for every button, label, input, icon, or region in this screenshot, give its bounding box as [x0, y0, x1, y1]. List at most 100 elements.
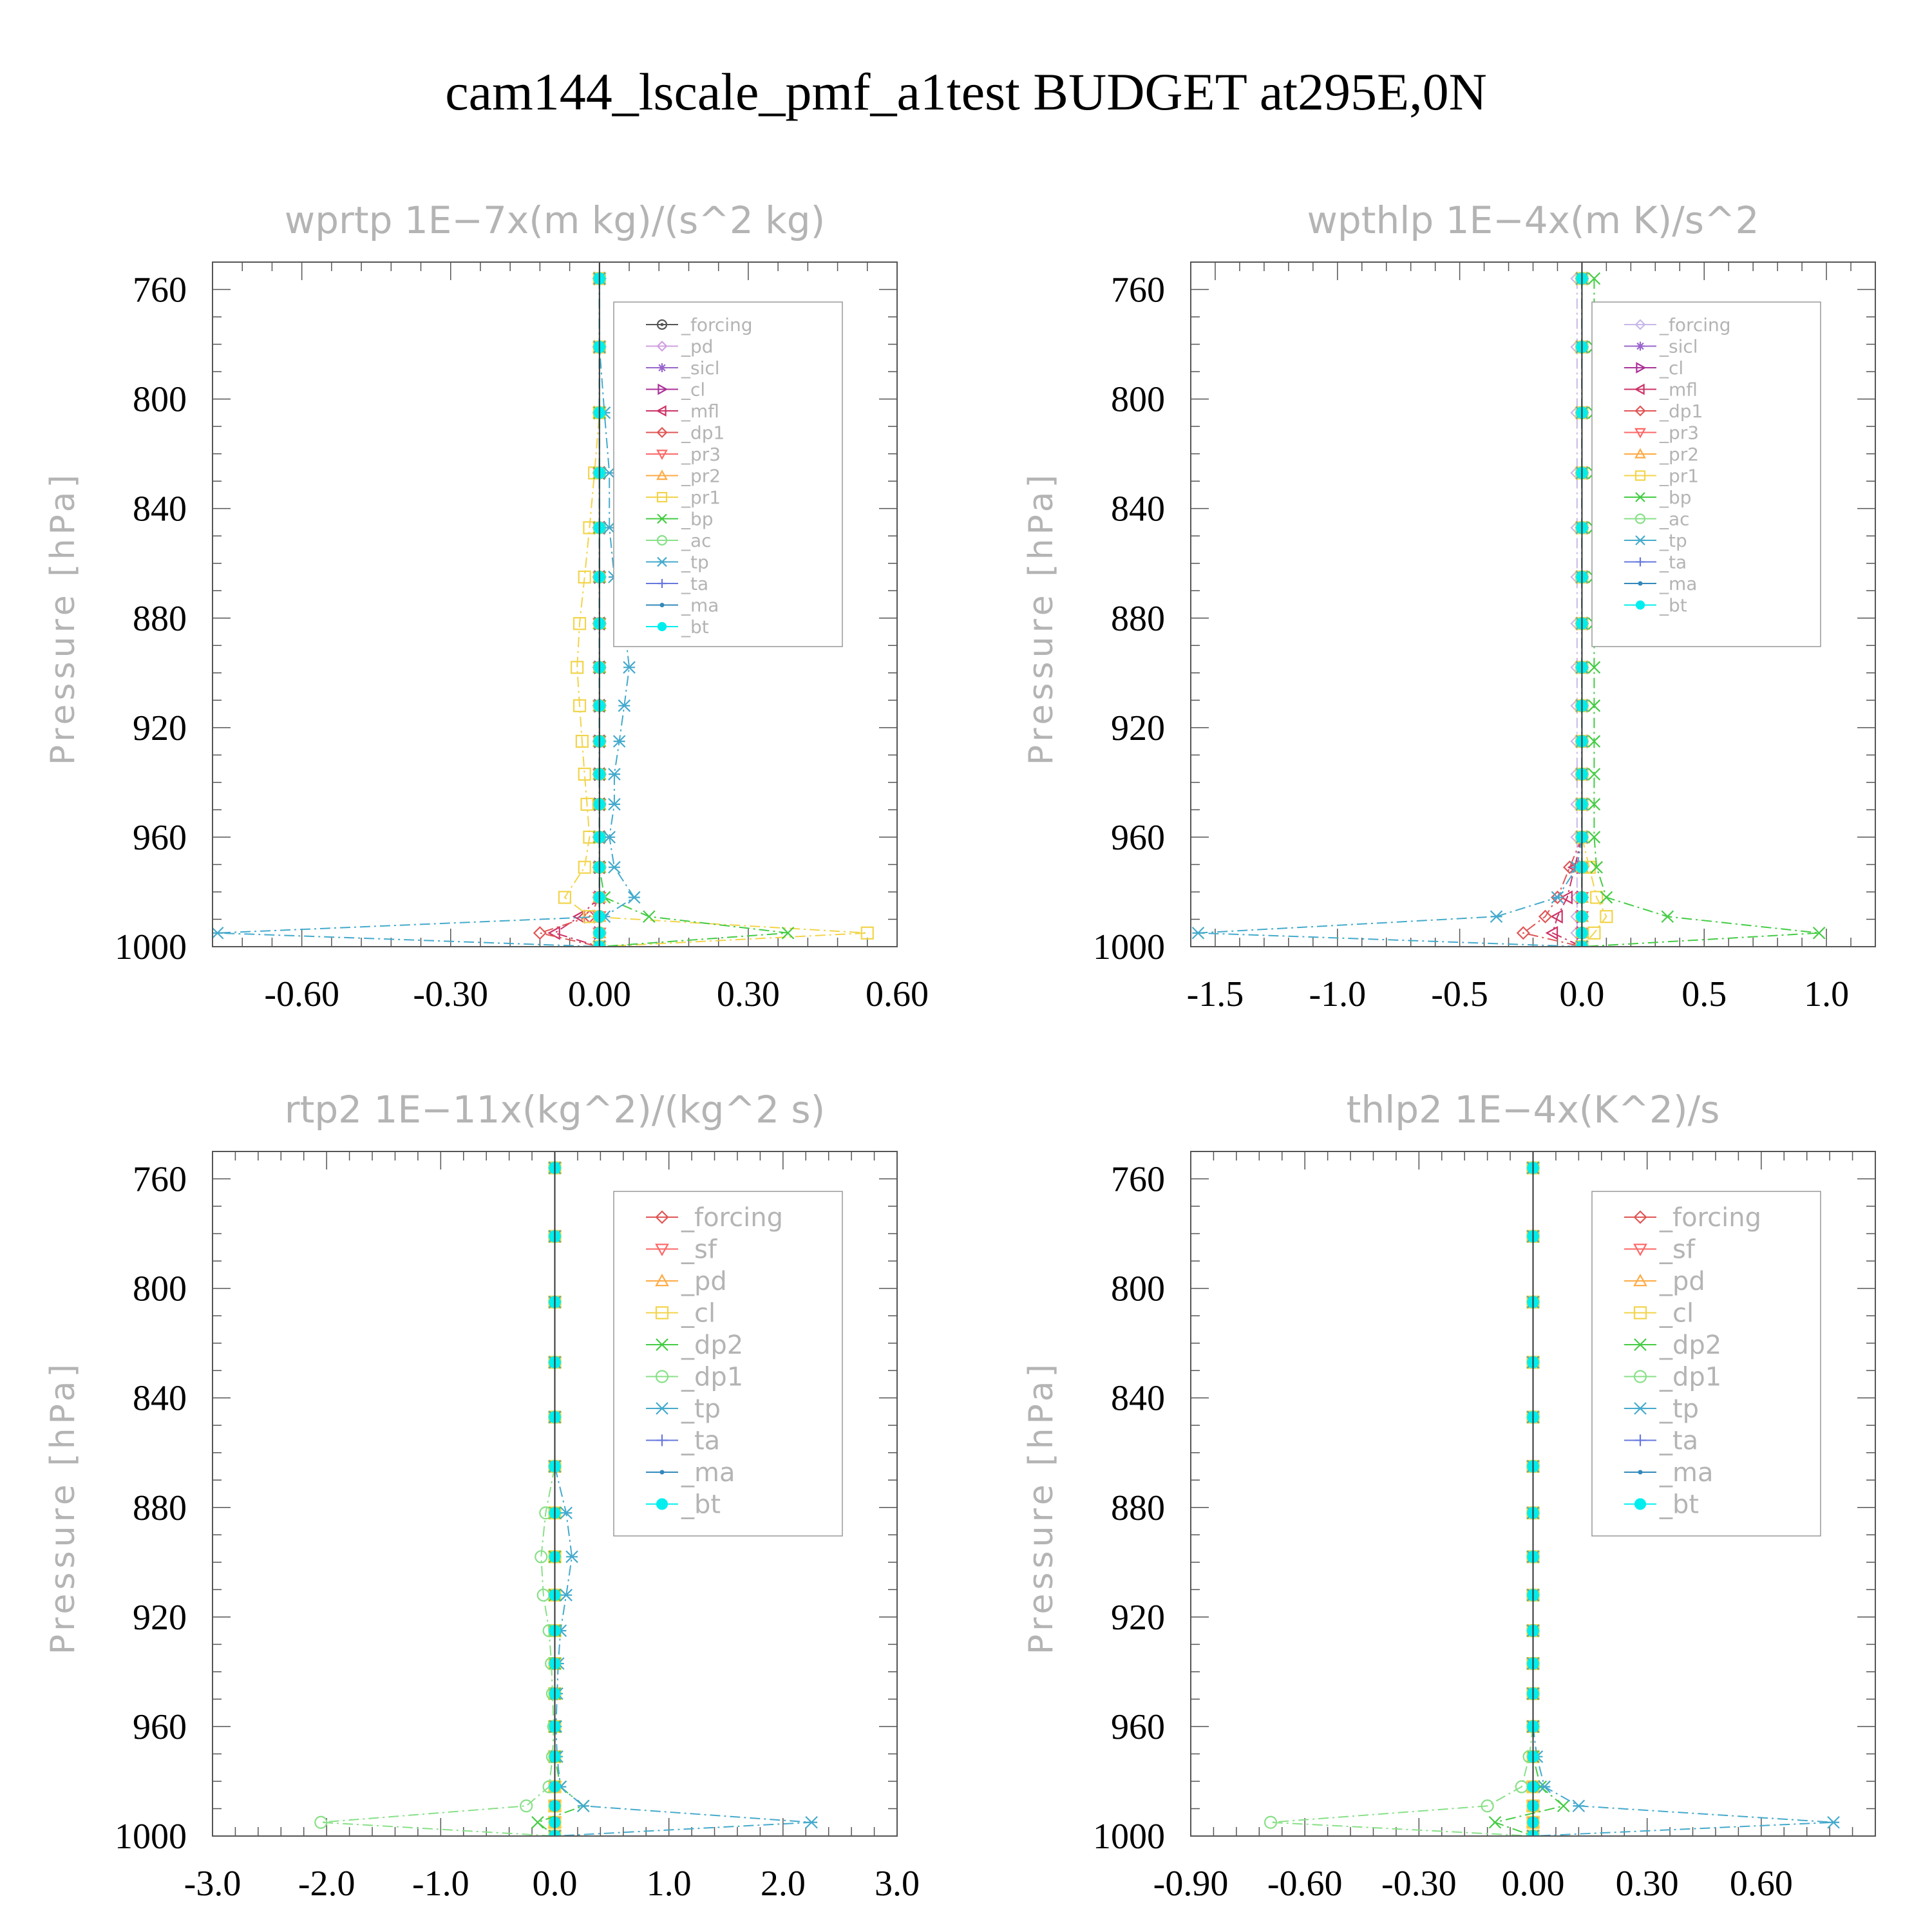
legend-marker	[659, 1470, 665, 1475]
panel-wpthlp: wpthlp 1E−4x(m K)/s^2 Pressure [hPa] 760 80…	[1022, 198, 1876, 1014]
data-point	[314, 1815, 328, 1829]
figure-title: cam144_lscale_pmf_a1test BUDGET at295E,0…	[445, 62, 1487, 121]
legend-label: _dp1	[1659, 1363, 1721, 1392]
x-tick-label: -2.0	[298, 1864, 355, 1904]
legend-box	[613, 301, 843, 647]
legend-item: _tp	[646, 551, 709, 573]
legend-item: _ma	[646, 1458, 735, 1488]
data-point	[1538, 1780, 1551, 1794]
legend-marker	[655, 1370, 669, 1383]
x-tick-label: 0.60	[866, 974, 929, 1014]
data-point	[623, 661, 636, 674]
legend-label: _bt	[1659, 594, 1687, 616]
legend-label: _ac	[1659, 508, 1690, 529]
legend-item: _mfl	[1624, 379, 1698, 400]
legend-label: _bt	[681, 1490, 721, 1520]
x-tick-label: -0.60	[1267, 1864, 1343, 1904]
legend-marker	[1635, 600, 1645, 610]
legend: _forcing_pd_sicl_cl_mfl_dp1_pr3_pr2_pr1_…	[613, 301, 843, 647]
legend-marker	[1633, 1370, 1647, 1383]
legend-label: _tp	[681, 551, 709, 573]
legend-label: _ma	[1659, 1458, 1713, 1488]
x-tick-label: -0.5	[1431, 974, 1488, 1014]
data-point	[1587, 272, 1601, 285]
legend-label: _cl	[1659, 357, 1683, 379]
legend-marker	[1634, 428, 1646, 439]
data-point	[1550, 909, 1563, 924]
x-tick-label: 0.0	[533, 1864, 578, 1904]
legend-label: _pr1	[681, 487, 721, 508]
legend-item: _ma	[646, 594, 719, 616]
data-point	[1264, 1815, 1278, 1829]
legend-marker	[656, 1498, 668, 1510]
legend-marker	[1634, 1498, 1647, 1510]
y-tick-label: 800	[1111, 1269, 1165, 1309]
data-point	[573, 699, 587, 712]
legend-label: _ma	[681, 1458, 735, 1488]
legend-item: _bp	[1624, 487, 1692, 508]
y-tick-label: 960	[1111, 818, 1165, 858]
legend-marker	[656, 319, 668, 330]
data-point	[1488, 1815, 1502, 1829]
legend-marker	[1634, 448, 1646, 459]
legend-item: _pr3	[646, 444, 721, 465]
legend-item: _dp2	[646, 1331, 743, 1360]
data-point	[1600, 891, 1613, 904]
data-point	[1587, 831, 1601, 844]
legend-item: _pd	[646, 336, 714, 357]
legend-marker	[1633, 1244, 1647, 1256]
legend-marker	[657, 621, 667, 632]
data-point	[1590, 891, 1604, 904]
series-line	[217, 278, 636, 947]
legend-label: _sf	[1659, 1235, 1696, 1265]
data-point	[1481, 1799, 1494, 1813]
data-point	[558, 891, 572, 904]
legend-item: _mfl	[646, 401, 719, 422]
legend-item: _ac	[646, 530, 712, 551]
x-tick-label: 0.5	[1681, 974, 1727, 1014]
data-point	[1191, 926, 1205, 940]
legend-marker	[1634, 1434, 1646, 1446]
x-tick-label: -0.90	[1153, 1864, 1229, 1904]
y-tick-label: 760	[133, 270, 187, 310]
legend-item: _pr3	[1624, 422, 1699, 443]
legend: _forcing_sf_pd _cl_dp2 _dp1_tp_ta_ma_bt	[1591, 1191, 1821, 1537]
legend-label: _dp1	[681, 1363, 743, 1392]
data-point	[573, 617, 587, 630]
data-point	[805, 1815, 818, 1829]
y-tick-label: 1000	[1093, 1817, 1165, 1857]
x-tick-label: 1.0	[647, 1864, 692, 1904]
legend-item: _dp1	[1624, 1363, 1721, 1392]
legend-label: _pr3	[681, 444, 721, 465]
legend-label: _ta	[681, 573, 708, 594]
legend-item: _pr2	[646, 465, 721, 486]
legend-item: _bp	[646, 508, 714, 529]
legend-marker	[656, 405, 667, 417]
data-point	[1590, 860, 1603, 874]
legend-label: _bt	[681, 616, 709, 638]
legend-item: _bt	[1624, 1490, 1699, 1520]
data-point	[608, 798, 621, 811]
y-axis-label: Pressure [hPa]	[44, 1360, 82, 1654]
data-point	[578, 860, 591, 874]
legend-marker	[1634, 383, 1645, 395]
legend-item: _bt	[646, 616, 709, 638]
legend-marker	[658, 579, 667, 588]
data-point	[1562, 860, 1577, 875]
legend-item: _sf	[646, 1235, 717, 1265]
data-point	[1587, 735, 1601, 748]
legend-label: _forcing	[1659, 314, 1731, 336]
legend-item: _cl	[1624, 1299, 1694, 1329]
x-tick-label: 0.60	[1730, 1864, 1793, 1904]
legend-label: _pr2	[681, 465, 721, 486]
y-tick-label: 1000	[115, 1817, 187, 1857]
y-tick-label: 760	[133, 1160, 187, 1200]
data-point	[1538, 909, 1553, 923]
legend-item: _cl	[1624, 357, 1683, 379]
x-tick-label: -3.0	[184, 1864, 242, 1904]
y-axis-label: Pressure [hPa]	[1022, 471, 1061, 765]
x-tick-label: -1.0	[1309, 974, 1366, 1014]
legend-marker	[656, 1402, 668, 1415]
legend-item: _bt	[1624, 594, 1687, 616]
legend-label: _bp	[681, 508, 714, 529]
